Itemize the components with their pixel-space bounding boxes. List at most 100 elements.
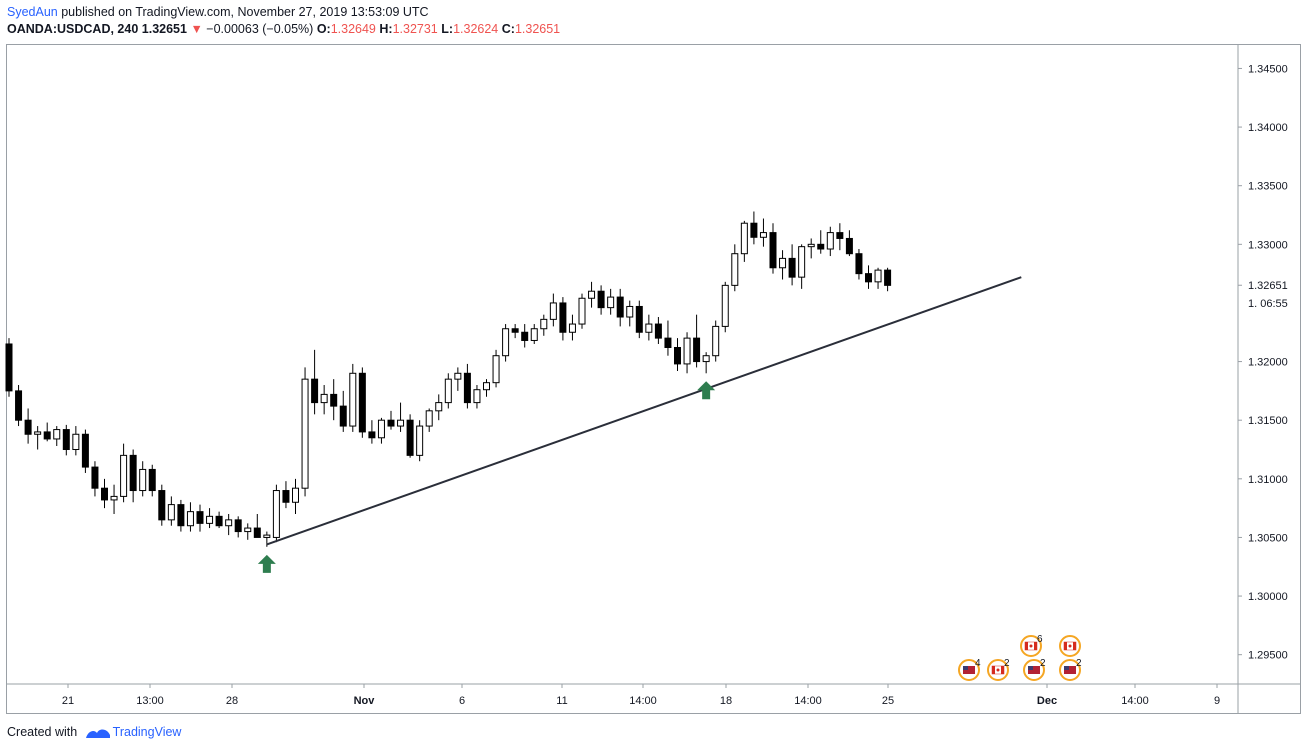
candle-body bbox=[15, 390, 23, 421]
candle-body bbox=[301, 378, 309, 489]
candle-body bbox=[196, 511, 204, 524]
candle-body bbox=[740, 222, 748, 255]
y-tick-label: 1.31500 bbox=[1248, 415, 1288, 427]
high-value: 1.32731 bbox=[392, 22, 438, 36]
published-text: published on TradingView.com, November 2… bbox=[57, 5, 429, 19]
x-tick-label: 18 bbox=[720, 695, 732, 707]
x-tick-label: 14:00 bbox=[1121, 695, 1149, 707]
x-tick-label: 25 bbox=[882, 695, 894, 707]
candle-body bbox=[416, 425, 424, 456]
event-count-label: 2 bbox=[1004, 658, 1010, 669]
candle-body bbox=[272, 490, 280, 538]
candle-body bbox=[330, 393, 338, 407]
candle-body bbox=[549, 302, 557, 320]
us-flag-canton bbox=[1028, 666, 1033, 670]
tradingview-link[interactable]: TradingView bbox=[112, 725, 182, 739]
x-tick-label: Dec bbox=[1037, 695, 1057, 707]
down-arrow-icon: ▼ bbox=[190, 22, 203, 36]
candle-body bbox=[865, 273, 872, 283]
ca-flag-icon[interactable]: 2 bbox=[987, 658, 1010, 681]
close-label: C: bbox=[501, 22, 515, 36]
candle-body bbox=[377, 419, 385, 439]
ca-flag-icon[interactable]: 6 bbox=[1020, 634, 1043, 657]
candle-body bbox=[779, 257, 787, 269]
candle-body bbox=[645, 323, 653, 333]
candle-body bbox=[206, 515, 214, 524]
candle-body bbox=[349, 372, 357, 427]
author-link[interactable]: SyedAun bbox=[7, 5, 58, 19]
low-label: L: bbox=[441, 22, 454, 36]
candle-body bbox=[731, 253, 739, 286]
candle-body bbox=[483, 382, 490, 391]
candle-body bbox=[320, 393, 328, 404]
ca-flag-bar-left bbox=[1025, 642, 1028, 650]
candle-body bbox=[807, 243, 815, 248]
ca-flag-bar-right bbox=[1034, 642, 1037, 650]
candle-body bbox=[521, 331, 529, 341]
candle-body bbox=[788, 257, 796, 278]
us-flag-stripes bbox=[1064, 666, 1076, 674]
candle-body bbox=[282, 490, 290, 503]
y-tick-label: 1.34500 bbox=[1248, 63, 1288, 75]
candle-body bbox=[148, 468, 156, 492]
candle-body bbox=[425, 410, 433, 427]
candle-body bbox=[406, 419, 414, 456]
x-tick-label: 28 bbox=[226, 695, 238, 707]
candle-body bbox=[635, 305, 643, 333]
open-value: 1.32649 bbox=[330, 22, 376, 36]
footer: Created with TradingView bbox=[7, 725, 181, 740]
current-price-label: 1.32651 bbox=[1248, 280, 1288, 292]
open-label: O: bbox=[316, 22, 331, 36]
candle-body bbox=[702, 355, 710, 363]
y-tick-label: 1.29500 bbox=[1248, 650, 1288, 662]
ca-flag-bar-left bbox=[992, 666, 995, 674]
candle-body bbox=[674, 346, 681, 365]
candle-body bbox=[492, 355, 500, 384]
candle-body bbox=[769, 232, 777, 269]
low-value: 1.32624 bbox=[453, 22, 499, 36]
candle-body bbox=[568, 323, 576, 333]
y-tick-label: 1.33000 bbox=[1248, 239, 1288, 251]
candle-body bbox=[817, 243, 825, 250]
change-value: −0.00063 (−0.05%) bbox=[206, 22, 314, 36]
candle-body bbox=[158, 490, 166, 521]
candle-body bbox=[186, 511, 194, 527]
candle-body bbox=[750, 222, 758, 238]
candle-body bbox=[693, 337, 701, 363]
y-tick-label: 1.32000 bbox=[1248, 357, 1288, 369]
us-flag-icon[interactable]: 4 bbox=[958, 658, 981, 681]
event-count-label: 4 bbox=[975, 658, 981, 669]
us-flag-canton bbox=[1064, 666, 1069, 670]
candle-body bbox=[607, 296, 615, 309]
y-tick-label: 1.34000 bbox=[1248, 122, 1288, 134]
candle-body bbox=[874, 269, 882, 283]
us-flag-icon[interactable]: 2 bbox=[1023, 658, 1046, 681]
x-tick-label: 14:00 bbox=[629, 695, 657, 707]
trendline-layer bbox=[257, 276, 1022, 573]
candle-body bbox=[292, 487, 299, 503]
candle-body bbox=[559, 302, 567, 333]
candle-body bbox=[215, 515, 223, 527]
us-flag-icon[interactable]: 2 bbox=[1059, 658, 1082, 681]
candle-body bbox=[444, 378, 452, 404]
tradingview-logo-icon bbox=[85, 729, 110, 738]
candle-body bbox=[387, 419, 395, 427]
trendline bbox=[266, 276, 1022, 546]
candle-body bbox=[502, 328, 510, 357]
y-tick-label: 1.30000 bbox=[1248, 591, 1288, 603]
maple-leaf-icon bbox=[1029, 644, 1033, 648]
ca-flag-icon[interactable] bbox=[1059, 635, 1081, 657]
candle-body bbox=[463, 372, 471, 404]
candle-body bbox=[53, 429, 61, 440]
candle-body bbox=[654, 323, 662, 339]
candle-body bbox=[845, 237, 853, 255]
symbol-info-bar: OANDA:USDCAD, 240 1.32651 ▼ −0.00063 (−0… bbox=[7, 22, 560, 36]
candle-body bbox=[110, 495, 118, 501]
up-arrow-marker-icon bbox=[257, 554, 276, 573]
x-tick-label: 6 bbox=[459, 695, 465, 707]
candle-body bbox=[339, 405, 347, 427]
candle-body bbox=[473, 389, 481, 404]
axis-layer: 1.34500 1.34000 1.33500 1.33000 1.32000 1.315… bbox=[7, 45, 1300, 713]
candle-body bbox=[244, 527, 252, 533]
